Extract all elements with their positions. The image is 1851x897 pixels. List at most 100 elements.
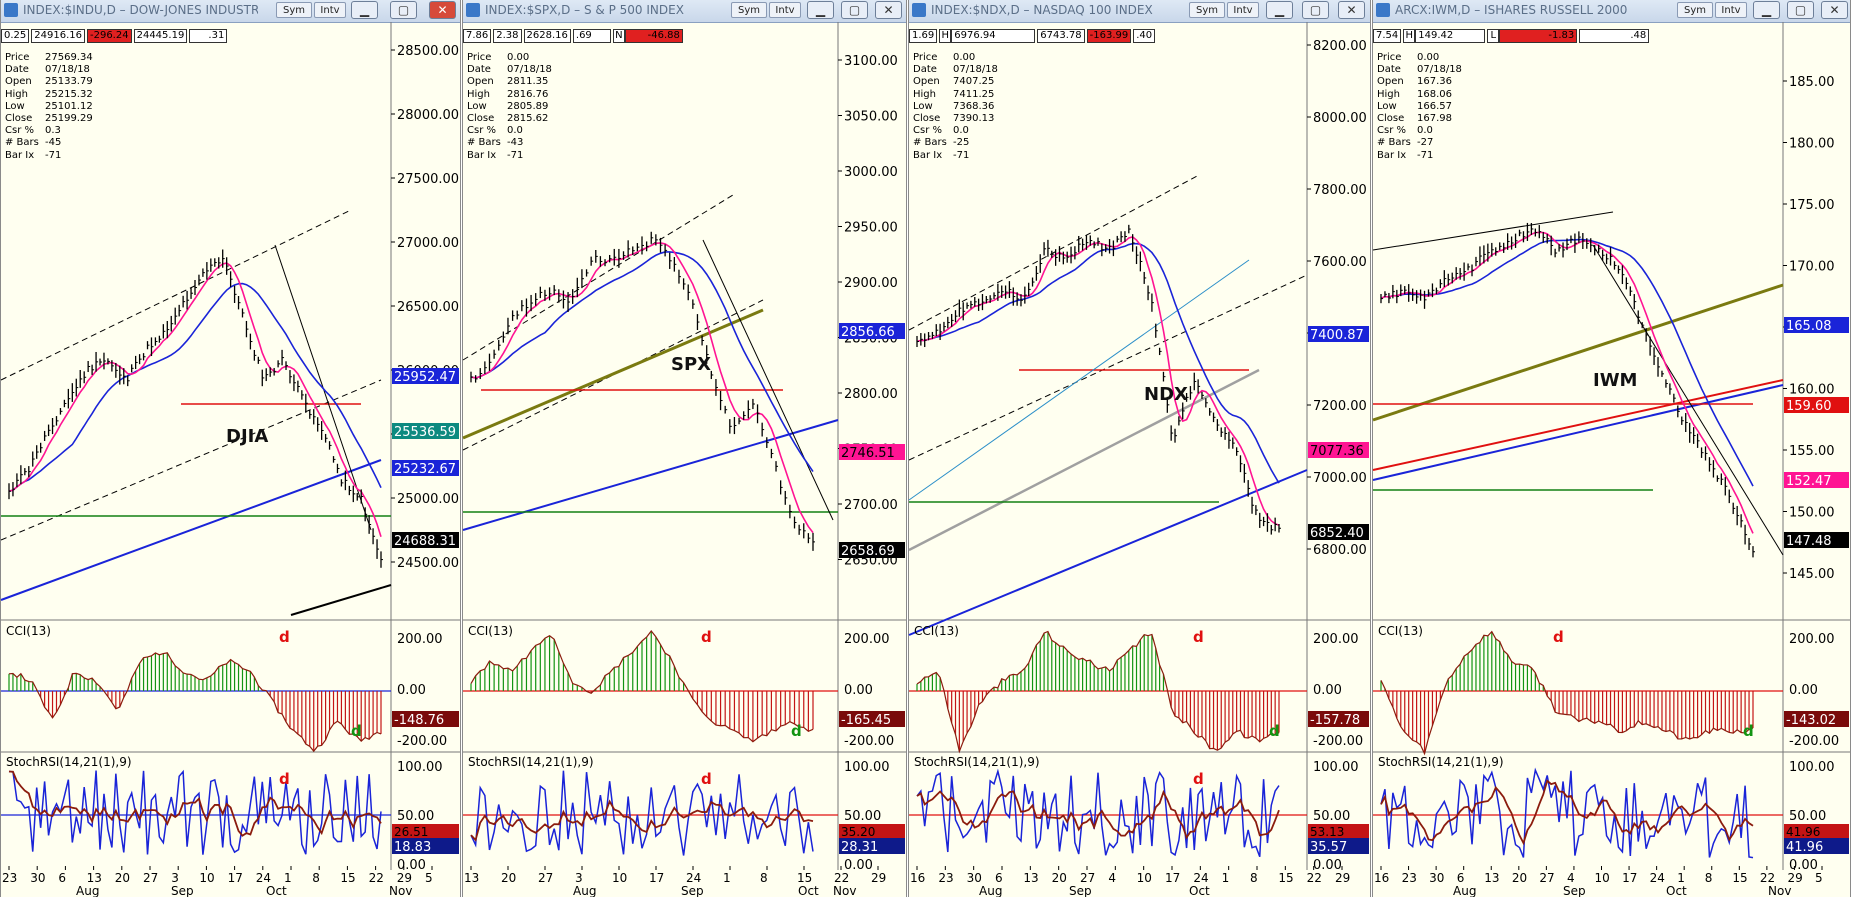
quote-flag: H [1403, 29, 1416, 43]
quote-net-change: -1.83 [1499, 29, 1578, 43]
window-titlebar[interactable]: ARCX:IWM,D – ISHARES RUSSELL 2000 ETF Sy… [1373, 0, 1850, 23]
cci-line [470, 630, 814, 743]
x-tick-label: 22 [834, 871, 849, 885]
info-row: Price 27569.34 [5, 52, 93, 64]
x-tick-label: 6 [58, 871, 66, 885]
x-tick-label: 1 [284, 871, 292, 885]
trend-channel-upper [0, 209, 352, 381]
chart-panel-djia[interactable]: INDEX:$INDU,D – DOW-JONES INDUSTRI Sym I… [0, 0, 461, 897]
x-tick-label: 15 [1278, 871, 1293, 885]
close-icon[interactable]: ✕ [1821, 1, 1848, 19]
price-tag-bg [1784, 472, 1849, 488]
x-tick-label: 27 [1080, 871, 1095, 885]
chart-panel-spx[interactable]: INDEX:$SPX,D – S & P 500 INDEX Sym Intv … [462, 0, 907, 897]
info-row: Price 0.00 [913, 52, 998, 64]
x-tick-label: 24 [686, 871, 701, 885]
intv-button[interactable]: Intv [314, 2, 346, 18]
trend-line-blue [908, 469, 1308, 636]
minimize-icon[interactable]: ▁ [807, 1, 834, 19]
stochrsi-line [1380, 767, 1754, 859]
window-titlebar[interactable]: INDEX:$SPX,D – S & P 500 INDEX Sym Intv … [463, 0, 906, 23]
intv-button[interactable]: Intv [1715, 2, 1747, 18]
intv-button[interactable]: Intv [769, 2, 801, 18]
close-icon[interactable]: ✕ [875, 1, 902, 19]
info-row: High 2816.76 [467, 89, 552, 101]
x-month-label: Nov [1768, 884, 1791, 897]
info-value: -71 [1417, 149, 1434, 161]
price-tick-label: 2950.00 [844, 221, 898, 236]
trend-line-olive [462, 308, 764, 440]
stochrsi-tick-label: 100.00 [844, 760, 890, 775]
info-row: High 168.06 [1377, 89, 1462, 101]
price-tick-label: 155.00 [1789, 444, 1835, 459]
x-tick-label: 27 [143, 871, 158, 885]
price-tick-label: 26500.00 [397, 300, 459, 315]
sym-button[interactable]: Sym [1189, 2, 1225, 18]
trend-line-down [1592, 244, 1784, 556]
x-tick-label: 10 [1595, 871, 1610, 885]
chart-window-icon [4, 3, 18, 17]
x-tick-label: 3 [575, 871, 583, 885]
trend-line-gray [908, 368, 1260, 552]
iwm-chart-svg: 185.00180.00175.00170.00165.00160.00155.… [1372, 22, 1850, 897]
x-tick-label: 13 [464, 871, 479, 885]
info-row: Low 25101.12 [5, 101, 93, 113]
stochrsi-tag: 28.31 [841, 840, 878, 855]
maximize-icon[interactable]: ▢ [1302, 1, 1329, 19]
chart-panel-ndx[interactable]: INDEX:$NDX,D – NASDAQ 100 INDEX Sym Intv… [908, 0, 1371, 897]
info-value: 0.00 [507, 52, 530, 63]
stochrsi-tag-bg [839, 824, 905, 838]
bar-info-box: Price 0.00 Date 07/18/18 Open 2811.35 High 2816… [467, 52, 552, 162]
window-titlebar[interactable]: INDEX:$INDU,D – DOW-JONES INDUSTRI Sym I… [1, 0, 460, 23]
info-value: 2815.62 [507, 113, 549, 125]
x-tick-label: 5 [425, 871, 433, 885]
intv-button[interactable]: Intv [1227, 2, 1259, 18]
price-tag: 2856.66 [841, 325, 895, 340]
divergence-mark: d [1553, 628, 1564, 646]
maximize-icon[interactable]: ▢ [1787, 1, 1814, 19]
sym-button[interactable]: Sym [1677, 2, 1713, 18]
cci-line [1380, 630, 1754, 756]
minimize-icon[interactable]: ▁ [351, 1, 378, 19]
info-label: Bar Ix [5, 149, 35, 161]
close-icon[interactable]: ✕ [1338, 1, 1365, 19]
window-titlebar[interactable]: INDEX:$NDX,D – NASDAQ 100 INDEX Sym Intv… [909, 0, 1370, 23]
x-month-label: Sep [681, 884, 704, 897]
info-row: Open 167.36 [1377, 76, 1462, 88]
trend-line-down [702, 239, 834, 521]
price-tag-bg [392, 532, 459, 548]
info-row: Open 7407.25 [913, 76, 998, 88]
window-title: ARCX:IWM,D – ISHARES RUSSELL 2000 ETF [1395, 3, 1630, 17]
info-row: Date 07/18/18 [1377, 64, 1462, 76]
x-tick-label: 6 [1457, 871, 1465, 885]
chart-panel-iwm[interactable]: ARCX:IWM,D – ISHARES RUSSELL 2000 ETF Sy… [1372, 0, 1851, 897]
info-row: # Bars -45 [5, 137, 93, 149]
cci-tick-label: 200.00 [1789, 632, 1835, 647]
price-tick-label: 28000.00 [397, 108, 459, 123]
stochrsi-signal-line [8, 770, 382, 837]
info-label: Close [1377, 113, 1405, 125]
stochrsi-tag-bg [1308, 838, 1369, 854]
info-value: 7390.13 [953, 113, 995, 125]
minimize-icon[interactable]: ▁ [1753, 1, 1780, 19]
close-icon[interactable]: ✕ [429, 1, 456, 19]
quote-flag-low: L [1487, 29, 1500, 43]
price-tick-label: 180.00 [1789, 137, 1835, 152]
info-label: High [5, 88, 28, 100]
stochrsi-signal-line [916, 789, 1280, 840]
quote-high: 6976.94 [951, 29, 1036, 43]
price-tag-bg [839, 323, 905, 339]
divergence-mark: d [1269, 722, 1280, 740]
x-tick-label: 16 [1374, 871, 1389, 885]
minimize-icon[interactable]: ▁ [1266, 1, 1293, 19]
sym-button[interactable]: Sym [731, 2, 767, 18]
maximize-icon[interactable]: ▢ [841, 1, 868, 19]
sym-button[interactable]: Sym [276, 2, 312, 18]
stochrsi-tag-bg [1784, 824, 1849, 838]
price-tag-bg [839, 542, 905, 558]
x-month-label: Oct [1666, 884, 1687, 897]
maximize-icon[interactable]: ▢ [390, 1, 417, 19]
x-month-label: Sep [171, 884, 194, 897]
stochrsi-tick-label: 100.00 [1789, 760, 1835, 775]
moving-average-fast [8, 262, 382, 537]
